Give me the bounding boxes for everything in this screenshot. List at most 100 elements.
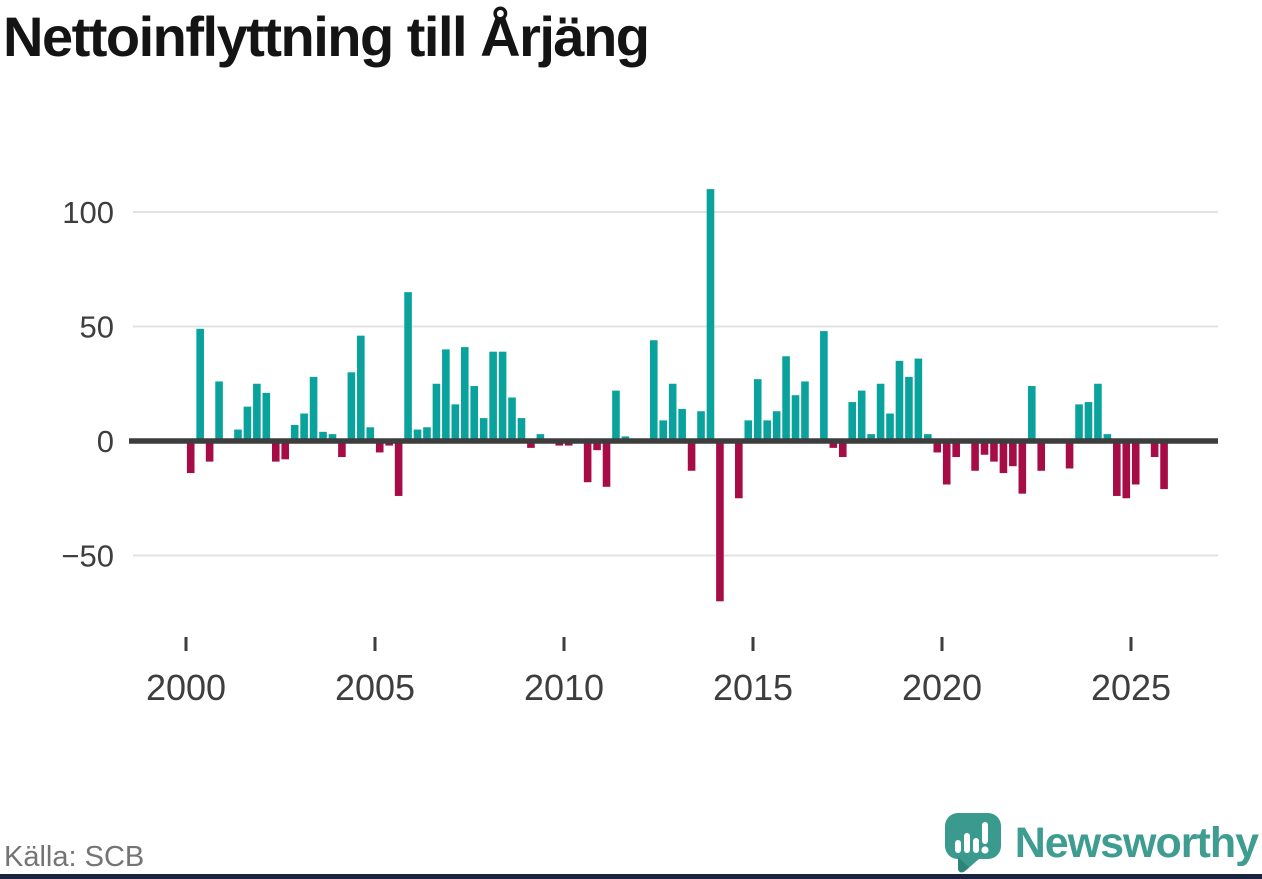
bar-2017Q3 [848, 402, 857, 441]
bar-2018Q4 [895, 360, 904, 441]
bar-2001Q2 [234, 429, 242, 441]
bar-2018Q3 [886, 413, 894, 441]
bar-2025Q3 [1150, 441, 1159, 458]
y-tick-label-100: 100 [62, 195, 114, 230]
bar-2022Q2 [1027, 386, 1036, 441]
bar-2019Q1 [905, 376, 913, 441]
bar-2003Q2 [309, 376, 318, 441]
bar-2015Q4 [782, 356, 790, 441]
bar-2017Q4 [857, 390, 866, 441]
source-note: Källa: SCB [4, 841, 145, 873]
bar-2003Q1 [300, 413, 308, 441]
bar-2011Q1 [602, 441, 611, 487]
bar-2013Q1 [678, 408, 686, 441]
bar-2010Q3 [583, 441, 592, 483]
bar-2002Q2 [271, 441, 280, 462]
bar-2025Q1 [1131, 441, 1140, 485]
bar-2021Q3 [999, 441, 1008, 474]
bar-2015Q1 [753, 379, 762, 441]
bar-2000Q4 [215, 381, 223, 441]
bar-2024Q3 [1113, 441, 1121, 496]
bar-2020Q2 [952, 441, 960, 458]
newsworthy-logo: Newsworthy [944, 812, 1259, 874]
bar-2000Q2 [196, 328, 204, 441]
bar-2016Q2 [801, 381, 809, 441]
chart-title: Nettoinflyttning till Årjäng [3, 5, 650, 68]
bar-2000Q1 [186, 441, 195, 474]
x-tick-label-2000: 2000 [146, 667, 226, 708]
newsworthy-wordmark: Newsworthy [1014, 818, 1259, 867]
bar-2023Q4 [1084, 402, 1093, 441]
bar-2011Q2 [612, 390, 620, 441]
bar-2013Q4 [706, 189, 715, 441]
bar-2023Q3 [1075, 404, 1083, 441]
bar-2013Q3 [697, 411, 705, 441]
bar-2014Q3 [735, 441, 743, 499]
bar-2022Q3 [1037, 441, 1046, 471]
x-tick-label-2010: 2010 [524, 667, 604, 708]
bar-2019Q3 [924, 434, 932, 441]
bar-2024Q4 [1122, 441, 1131, 499]
bar-2004Q1 [338, 441, 346, 458]
net-migration-bar-chart: 100 50 0 −50 2000 2005 2010 2015 2020 2025 [61, 189, 1218, 708]
bar-2007Q2 [460, 347, 469, 441]
bar-2022Q1 [1018, 441, 1027, 494]
bar-2018Q1 [867, 434, 875, 441]
bar-2017Q1 [829, 441, 838, 448]
bar-2021Q4 [1009, 441, 1017, 467]
bar-2023Q2 [1065, 441, 1074, 469]
bar-2007Q1 [451, 404, 460, 441]
y-tick-label--50: −50 [61, 539, 114, 574]
bar-2015Q3 [772, 411, 781, 441]
bar-2004Q4 [366, 427, 375, 441]
x-tick-label-2015: 2015 [713, 667, 793, 708]
bar-2018Q2 [876, 383, 885, 441]
x-tick-label-2005: 2005 [335, 667, 415, 708]
bar-2014Q4 [744, 420, 753, 441]
bar-2020Q4 [971, 441, 979, 471]
bar-2001Q4 [253, 383, 261, 441]
bar-2002Q4 [290, 424, 299, 441]
bar-2010Q4 [593, 441, 601, 451]
bar-2019Q4 [933, 441, 942, 453]
bar-2008Q2 [498, 351, 507, 441]
bar-2004Q3 [357, 335, 365, 441]
bar-2016Q4 [820, 331, 828, 441]
bar-2007Q4 [479, 418, 488, 441]
bar-2024Q1 [1094, 383, 1102, 441]
bar-2005Q1 [375, 441, 384, 453]
bar-2002Q1 [262, 392, 271, 441]
newsworthy-logo-icon [944, 813, 1001, 873]
x-tick-label-2025: 2025 [1091, 667, 1171, 708]
bar-2006Q2 [423, 427, 431, 441]
bar-2006Q3 [432, 383, 441, 441]
bar-2014Q1 [716, 441, 724, 602]
bar-2009Q2 [536, 434, 545, 441]
bar-2025Q4 [1160, 441, 1168, 490]
bar-2006Q4 [442, 349, 450, 441]
bar-2021Q1 [980, 441, 989, 455]
bar-2021Q2 [990, 441, 998, 462]
bar-2006Q1 [413, 429, 422, 441]
bar-2012Q3 [659, 420, 668, 441]
bar-2002Q3 [281, 441, 290, 460]
bar-2005Q3 [394, 441, 403, 496]
bar-2016Q1 [791, 395, 800, 441]
bar-2008Q4 [517, 418, 526, 441]
bar-2008Q3 [508, 397, 516, 441]
bar-2024Q2 [1103, 434, 1112, 441]
bar-2003Q4 [328, 434, 337, 441]
bar-2017Q2 [838, 441, 847, 458]
bar-2009Q1 [527, 441, 535, 448]
bar-2015Q2 [763, 420, 771, 441]
y-tick-label-50: 50 [80, 310, 114, 345]
bar-2003Q3 [319, 431, 327, 441]
bar-2012Q4 [668, 383, 677, 441]
bar-2007Q3 [470, 386, 479, 441]
x-tick-label-2020: 2020 [902, 667, 982, 708]
bar-2020Q1 [942, 441, 951, 485]
bar-2004Q2 [347, 372, 356, 441]
bar-2013Q2 [687, 441, 696, 471]
bottom-border-line [0, 874, 1262, 879]
